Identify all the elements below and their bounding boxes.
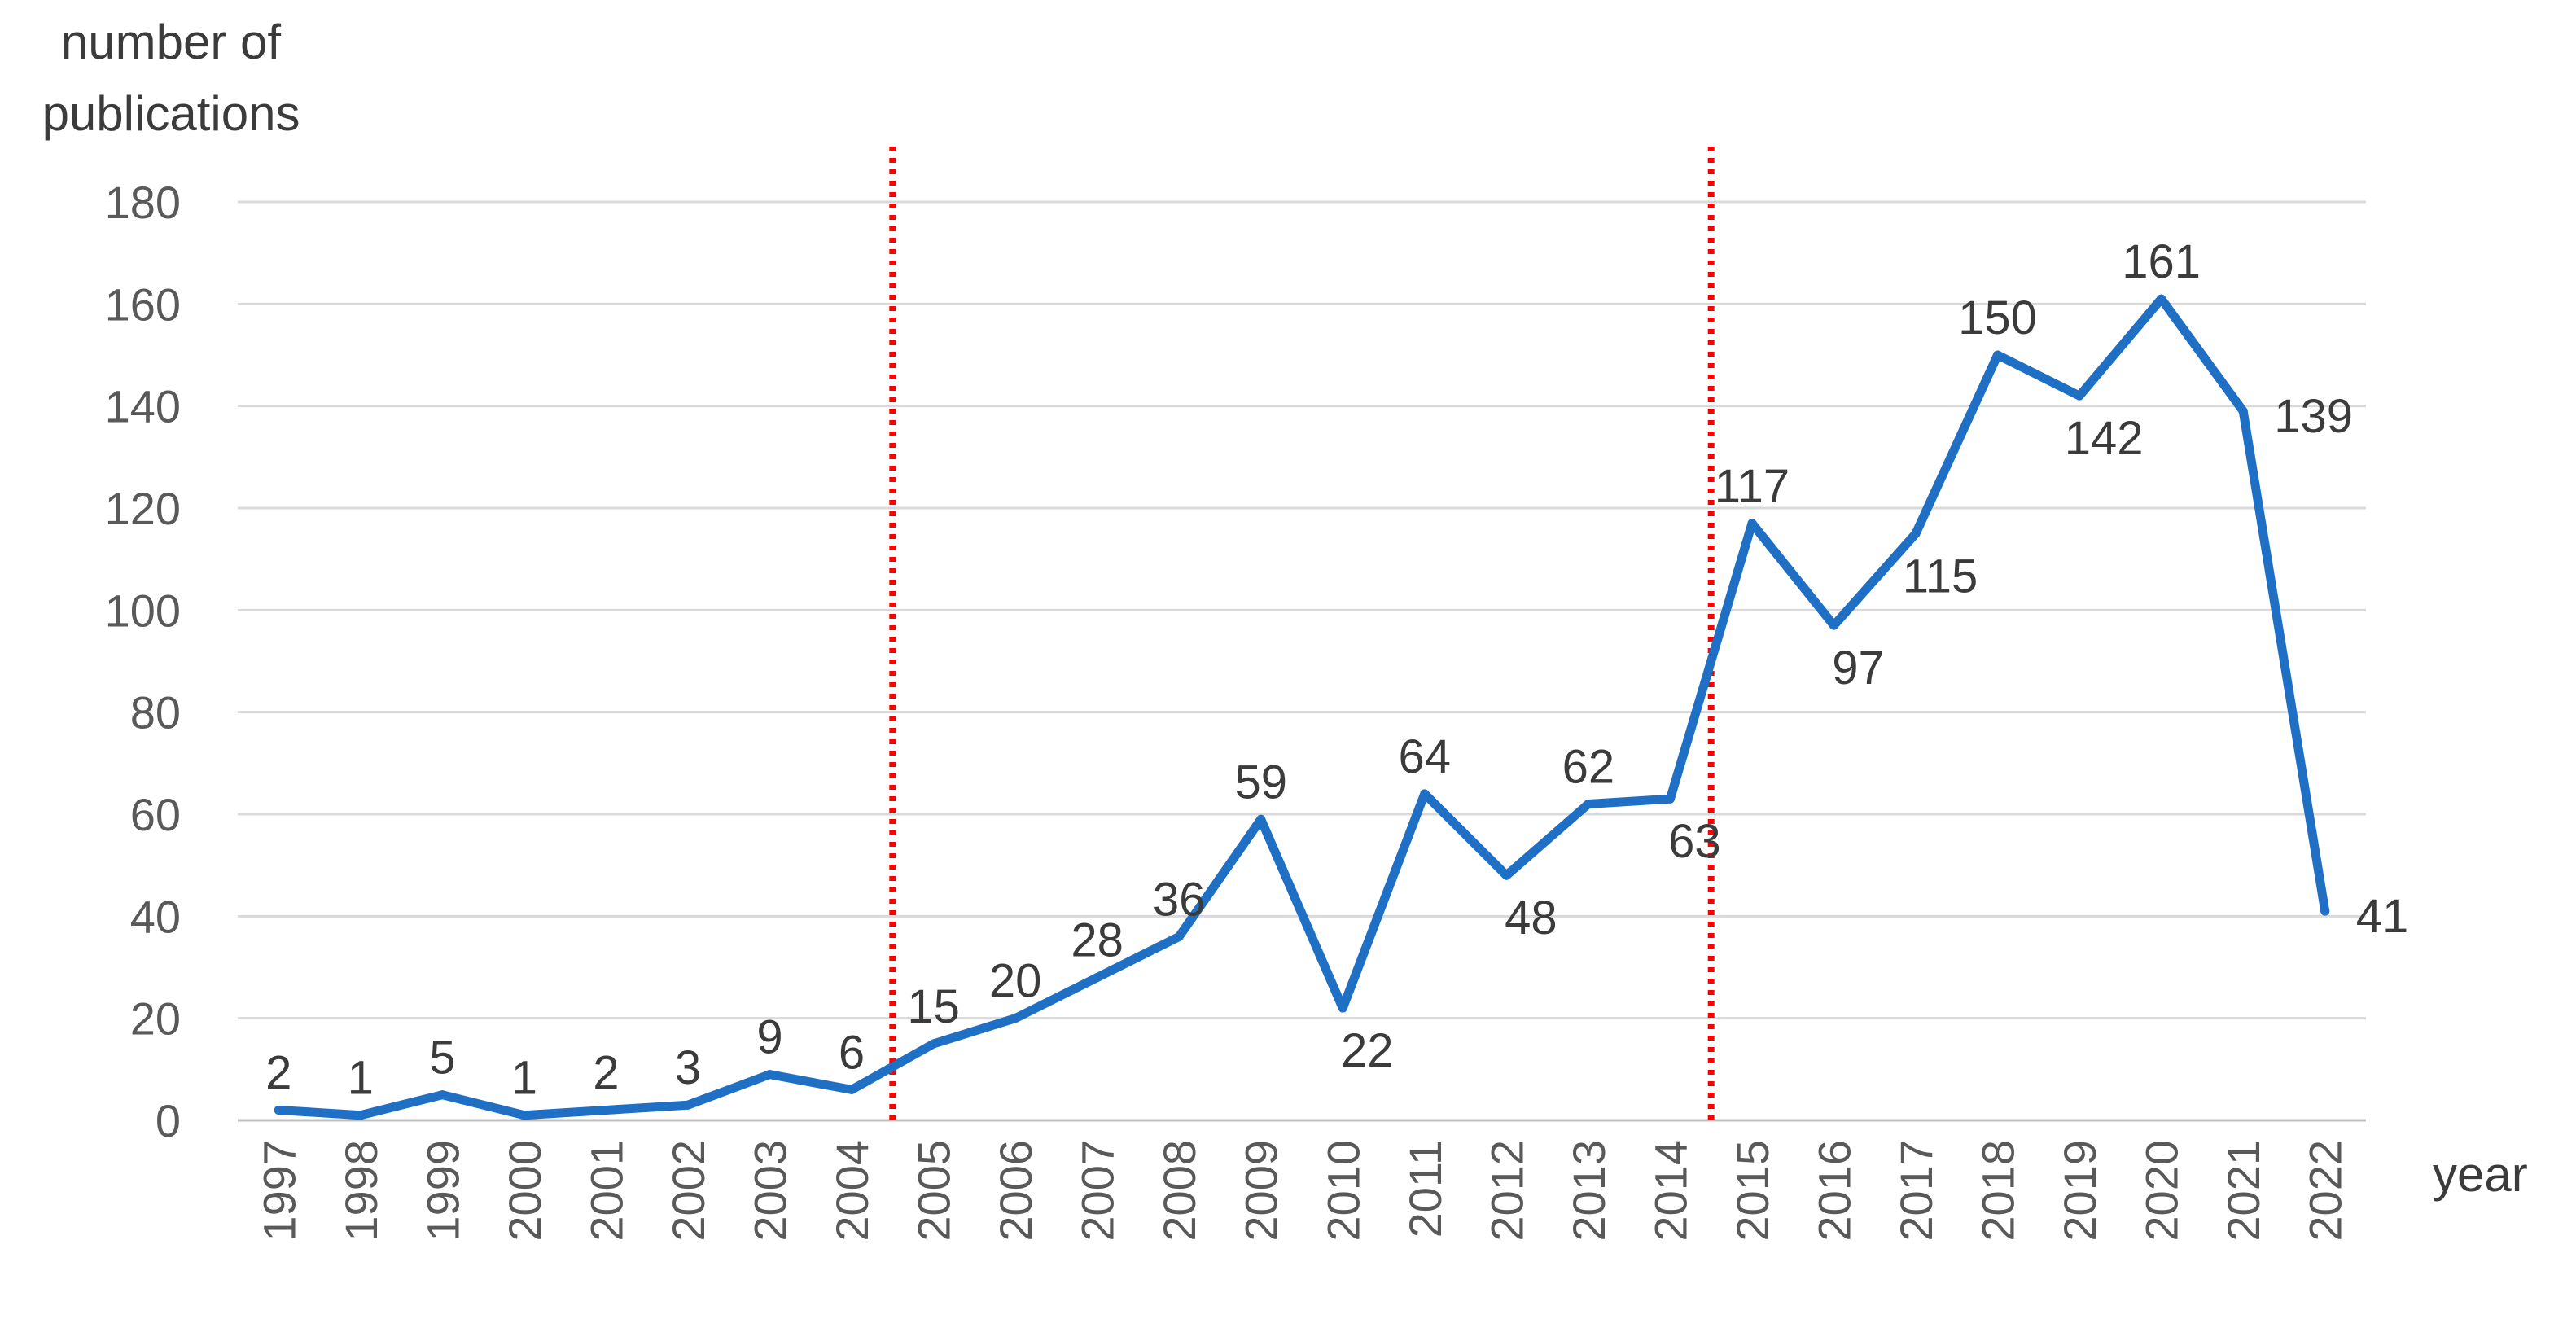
x-tick-label: 2019 xyxy=(2054,1140,2105,1242)
x-tick-label: 2006 xyxy=(990,1140,1041,1242)
x-tick-label: 2003 xyxy=(745,1140,796,1242)
data-label: 15 xyxy=(907,980,960,1033)
data-label: 28 xyxy=(1071,914,1124,967)
data-point xyxy=(1829,620,1838,630)
data-point xyxy=(2157,294,2166,304)
x-axis-title: year xyxy=(2433,1147,2528,1202)
data-point xyxy=(601,1105,611,1115)
data-point xyxy=(929,1039,939,1049)
x-tick-label: 2013 xyxy=(1563,1140,1614,1242)
x-tick-label: 2018 xyxy=(1973,1140,2024,1242)
data-point xyxy=(437,1090,447,1100)
data-label: 2 xyxy=(265,1046,291,1099)
data-point xyxy=(1256,814,1266,824)
data-label: 115 xyxy=(1903,550,1978,603)
data-point xyxy=(2320,906,2330,916)
x-tick-label: 2005 xyxy=(909,1140,960,1242)
data-point xyxy=(1093,973,1102,983)
data-label: 1 xyxy=(511,1052,537,1105)
data-point xyxy=(1584,799,1593,808)
data-label: 117 xyxy=(1715,460,1790,513)
data-label: 22 xyxy=(1341,1024,1394,1077)
y-tick-label: 120 xyxy=(105,483,181,534)
x-tick-label: 2021 xyxy=(2218,1140,2269,1242)
data-label: 64 xyxy=(1399,730,1452,783)
x-tick-label: 2014 xyxy=(1645,1140,1696,1242)
data-point xyxy=(519,1111,529,1120)
data-point xyxy=(1420,789,1430,799)
data-point xyxy=(1010,1014,1020,1023)
data-point xyxy=(274,1105,283,1115)
data-label: 139 xyxy=(2274,390,2353,443)
data-point xyxy=(1747,519,1757,528)
data-point xyxy=(1665,794,1675,804)
series-line xyxy=(274,294,2330,1120)
data-point xyxy=(765,1070,774,1080)
data-label: 142 xyxy=(2065,412,2144,465)
data-label: 63 xyxy=(1668,815,1721,868)
data-label: 36 xyxy=(1153,873,1206,926)
data-point xyxy=(2238,406,2248,416)
data-label: 161 xyxy=(2122,235,2201,288)
y-axis-title-line-1: number of xyxy=(60,15,282,69)
data-label: 59 xyxy=(1234,756,1287,808)
x-tick-label: 2015 xyxy=(1727,1140,1778,1242)
x-tick-label: 1997 xyxy=(253,1140,304,1242)
data-label: 62 xyxy=(1562,740,1615,793)
data-point xyxy=(1501,870,1511,880)
data-label: 3 xyxy=(675,1041,701,1094)
y-tick-label: 40 xyxy=(130,891,181,942)
y-tick-label: 140 xyxy=(105,381,181,432)
y-tick-label: 20 xyxy=(130,993,181,1045)
y-tick-label: 100 xyxy=(105,585,181,636)
data-label: 1 xyxy=(348,1052,374,1105)
y-axis-title-line-2: publications xyxy=(42,86,300,141)
x-tick-label: 2001 xyxy=(580,1140,632,1242)
data-point xyxy=(847,1085,856,1094)
data-label: 20 xyxy=(989,955,1042,1008)
x-tick-label: 2010 xyxy=(1317,1140,1369,1242)
data-point xyxy=(1338,1003,1347,1013)
data-label: 150 xyxy=(1958,291,2037,344)
y-tick-label: 80 xyxy=(130,687,181,738)
data-label: 2 xyxy=(593,1046,619,1099)
x-tick-label: 2017 xyxy=(1890,1140,1942,1242)
data-point xyxy=(1911,528,1921,538)
y-axis-title: number of publications xyxy=(8,7,334,150)
x-tick-label: 2011 xyxy=(1400,1140,1451,1238)
data-point xyxy=(356,1111,366,1120)
x-tick-label: 2009 xyxy=(1236,1140,1287,1242)
x-tick-label: 2016 xyxy=(1809,1140,1860,1242)
x-tick-label: 2020 xyxy=(2136,1140,2188,1242)
x-tick-label: 2008 xyxy=(1154,1140,1205,1242)
data-point xyxy=(1993,350,2003,360)
data-label: 41 xyxy=(2356,890,2409,943)
data-label: 5 xyxy=(429,1032,455,1085)
x-tick-label: 2007 xyxy=(1072,1140,1124,1242)
data-label: 48 xyxy=(1505,892,1557,944)
x-tick-label: 2012 xyxy=(1481,1140,1532,1242)
y-tick-label: 0 xyxy=(156,1095,181,1146)
data-point xyxy=(683,1100,693,1110)
x-tick-label: 2000 xyxy=(499,1140,550,1242)
data-point xyxy=(2074,391,2084,401)
data-point xyxy=(1174,931,1184,941)
y-tick-label: 160 xyxy=(105,278,181,330)
y-tick-label: 180 xyxy=(105,177,181,228)
data-label: 9 xyxy=(756,1011,782,1064)
x-tick-label: 2004 xyxy=(826,1140,878,1242)
x-tick-label: 1998 xyxy=(335,1140,387,1242)
x-tick-label: 1999 xyxy=(417,1140,468,1242)
y-tick-label: 60 xyxy=(130,789,181,840)
data-label: 6 xyxy=(839,1026,865,1079)
x-tick-label: 2022 xyxy=(2300,1140,2351,1242)
x-tick-label: 2002 xyxy=(663,1140,714,1242)
data-label: 97 xyxy=(1832,642,1885,695)
